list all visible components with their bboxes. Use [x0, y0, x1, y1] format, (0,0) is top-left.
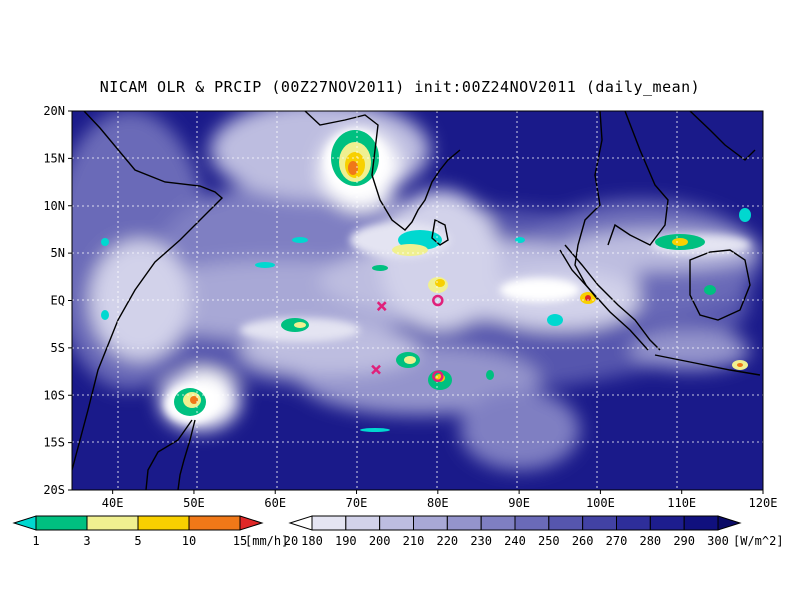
latitude-labels: 20N 15N 10N 5N EQ 5S 10S 15S 20S — [43, 104, 72, 497]
colorbar-tick-label: 210 — [403, 534, 425, 548]
graticule — [72, 111, 763, 490]
lon-label: 60E — [264, 496, 286, 510]
colorbar-tick-label: 3 — [83, 534, 90, 548]
colorbar-tick-label: 250 — [538, 534, 560, 548]
colorbar-segment — [86, 515, 139, 531]
olr-colorbar: 180 190 200 210 220 230 240 250 260 270 280 290 300 [… — [288, 515, 784, 548]
colorbar-tick-label: 220 — [436, 534, 458, 548]
colorbar-segment — [582, 515, 618, 531]
colorbar-segment — [514, 515, 550, 531]
colorbar-tick-label: 15 — [233, 534, 247, 548]
colorbar-segment — [137, 515, 190, 531]
circle-marker — [432, 370, 444, 383]
colorbar-tick-label: 20 — [284, 534, 298, 548]
precip-colorbar: 1 3 5 10 15 20[mm/h] — [12, 515, 298, 548]
colorbar-segment — [379, 515, 414, 531]
lon-label: 90E — [508, 496, 530, 510]
lat-label: EQ — [51, 294, 65, 308]
lat-label: 10S — [43, 388, 65, 402]
cross-marker — [376, 301, 387, 312]
lat-label: 5N — [51, 246, 65, 260]
lon-label: 70E — [346, 496, 368, 510]
lat-label: 20S — [43, 483, 65, 497]
colorbar-segment — [311, 515, 347, 531]
colorbar-segment — [188, 515, 241, 531]
colorbar-segment — [446, 515, 482, 531]
colorbar-tick-label: 1 — [32, 534, 39, 548]
storm-markers — [371, 294, 444, 383]
longitude-labels: 40E 50E 60E 70E 80E 90E 100E 110E 120E — [102, 490, 778, 510]
page-title: NICAM OLR & PRCIP (00Z27NOV2011) init:00… — [99, 78, 701, 96]
colorbar-tick-label: 290 — [673, 534, 695, 548]
lat-label: 20N — [43, 104, 65, 118]
lon-label: 120E — [749, 496, 778, 510]
colorbar-tick-label: 230 — [470, 534, 492, 548]
colorbar-segment — [548, 515, 584, 531]
lat-label: 10N — [43, 199, 65, 213]
colorbar-tick-label: 260 — [572, 534, 594, 548]
colorbar-tick-label: 190 — [335, 534, 357, 548]
cross-marker — [371, 364, 381, 375]
lon-label: 40E — [102, 496, 124, 510]
colorbar-segment — [345, 515, 381, 531]
colorbar-min-arrow — [12, 515, 37, 531]
colorbar-tick-label: 270 — [606, 534, 628, 548]
colorbar-unit: [mm/h] — [245, 534, 288, 548]
lon-label: 110E — [667, 496, 696, 510]
colorbar-min-arrow — [288, 515, 313, 531]
colorbar-segment — [649, 515, 685, 531]
colorbar-tick-label: 180 — [301, 534, 323, 548]
lon-label: 80E — [427, 496, 449, 510]
lon-label: 50E — [183, 496, 205, 510]
colorbar-unit: [W/m^2] — [733, 534, 784, 548]
lat-label: 15S — [43, 436, 65, 450]
colorbar-tick-label: 240 — [504, 534, 526, 548]
map-panel — [72, 111, 763, 490]
colorbar-tick-label: 300 — [707, 534, 729, 548]
colorbar-segment — [35, 515, 88, 531]
colorbar-segment — [683, 515, 719, 531]
coastlines — [72, 111, 761, 490]
colorbar-segment — [480, 515, 516, 531]
colorbar-segment — [413, 515, 448, 531]
colorbar-tick-label: 280 — [639, 534, 661, 548]
circle-marker — [432, 294, 444, 307]
colorbar-tick-label: 200 — [369, 534, 391, 548]
lat-label: 5S — [51, 341, 65, 355]
colorbar-tick-label: 5 — [134, 534, 141, 548]
colorbar-tick-label: 10 — [182, 534, 196, 548]
lat-label: 15N — [43, 151, 65, 165]
colorbar-max-arrow — [239, 515, 264, 531]
colorbar-segment — [616, 515, 651, 531]
lon-label: 100E — [586, 496, 615, 510]
colorbar-max-arrow — [717, 515, 742, 531]
